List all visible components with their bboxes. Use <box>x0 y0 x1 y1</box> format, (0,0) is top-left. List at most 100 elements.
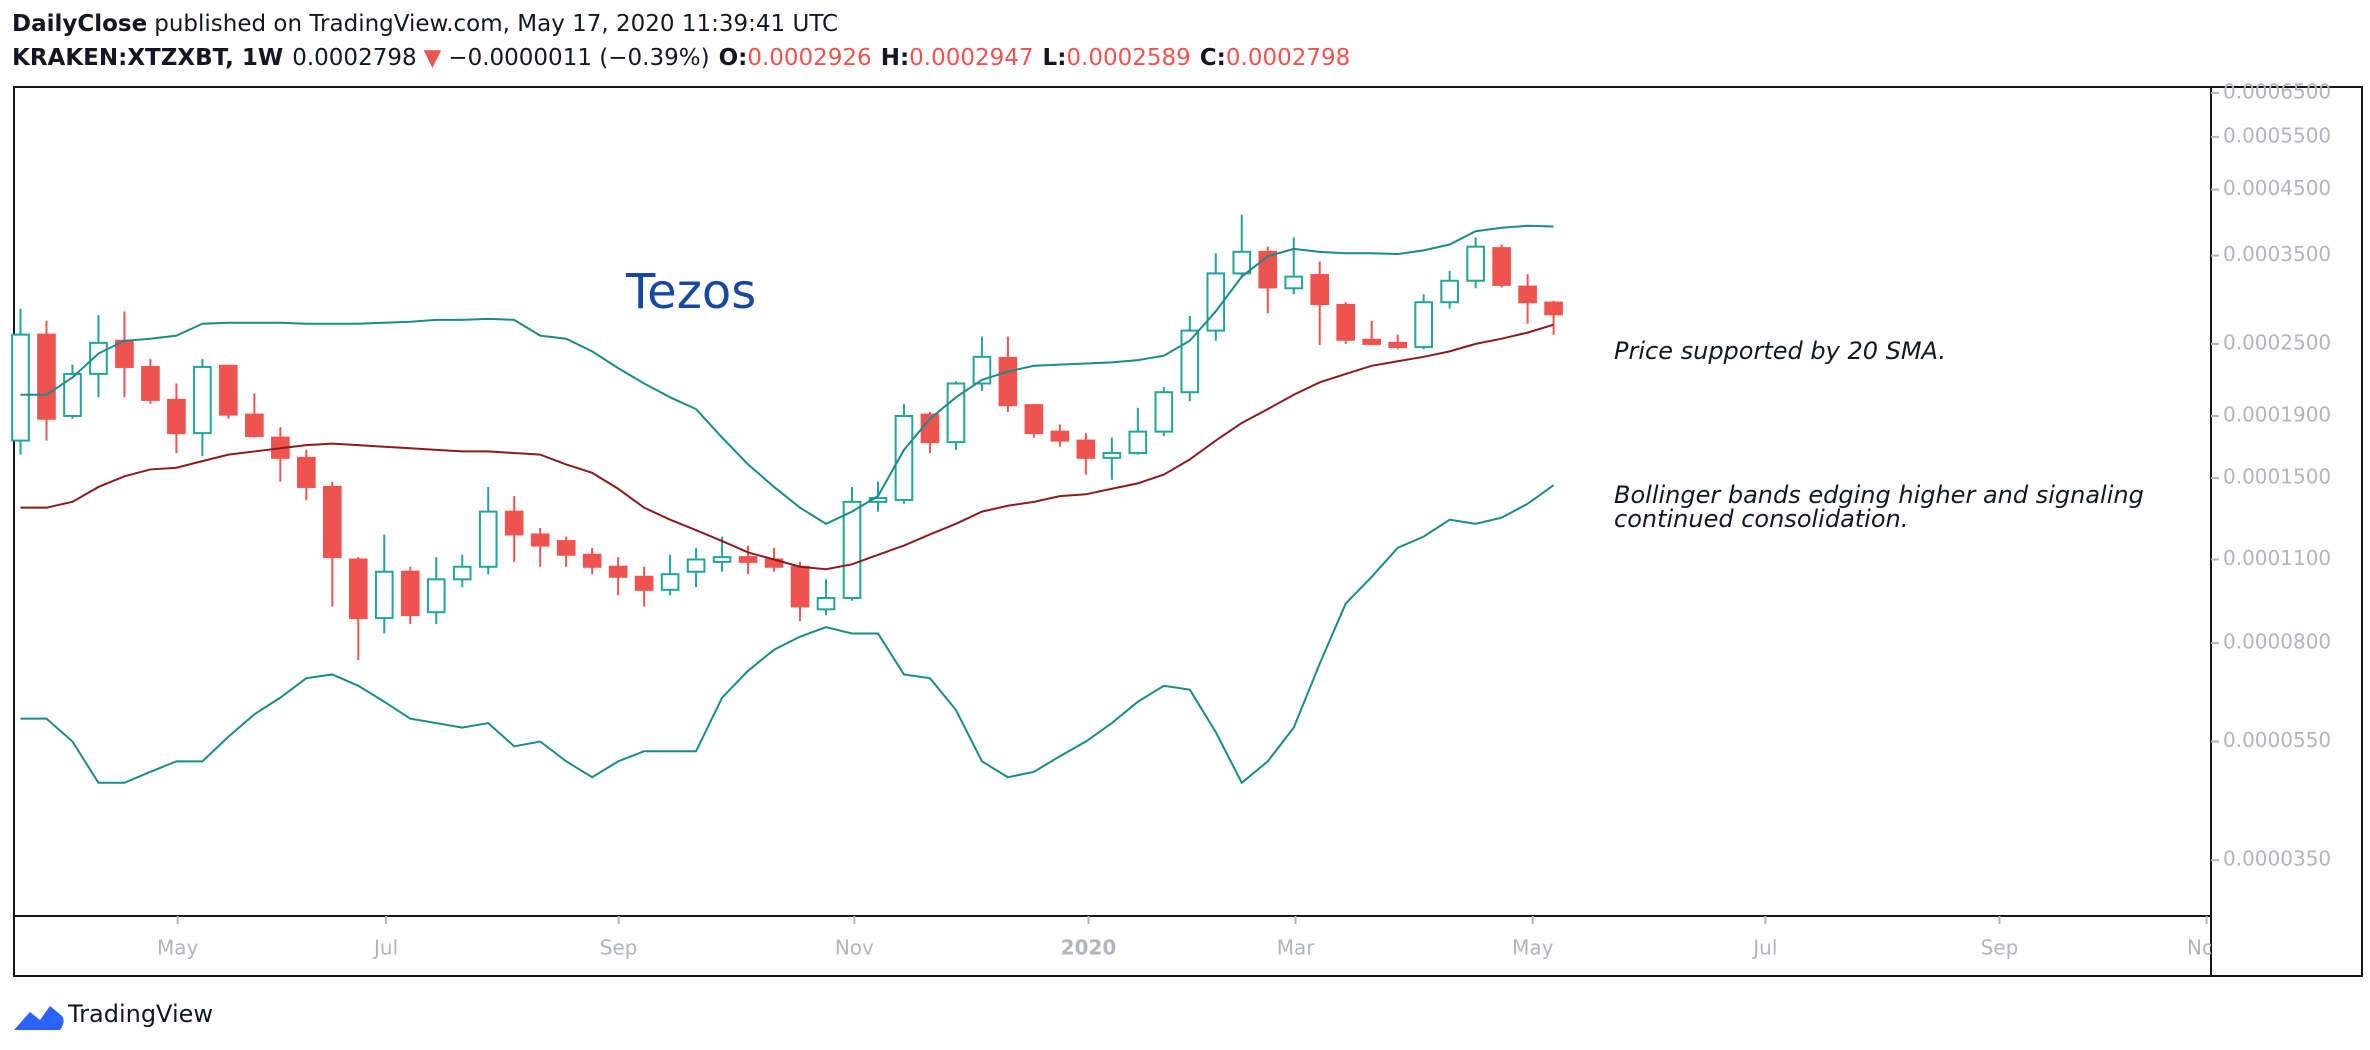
candle-body <box>582 553 602 568</box>
candle-body <box>972 355 992 385</box>
candle-body <box>686 558 706 573</box>
x-tick-label: Nov <box>835 936 874 960</box>
candle-body <box>998 356 1018 407</box>
symbol: KRAKEN:XTZXBT, 1W <box>12 45 283 71</box>
x-tick-label: May <box>157 936 199 960</box>
candle-body <box>1284 275 1304 290</box>
logo-mark <box>14 1006 64 1030</box>
y-tick-label: 0.0000550 <box>2223 728 2331 752</box>
y-tick-label: 0.0001900 <box>2223 402 2331 426</box>
candle-body <box>1518 285 1537 304</box>
candle-body <box>504 510 524 536</box>
candle-body <box>297 456 316 488</box>
candle-body <box>1310 274 1330 306</box>
x-tick-label: May <box>1512 936 1554 960</box>
ohlc-value: 0.0002926 <box>747 45 871 71</box>
candle-body <box>1466 245 1485 282</box>
candle-body <box>11 333 30 442</box>
x-axis: May Jul Sep Nov 2020 Mar May Jul Sep Nov <box>157 916 2226 960</box>
candle-body <box>1336 303 1356 341</box>
chart-title: Tezos <box>625 264 756 320</box>
candle-body <box>1414 301 1433 349</box>
footer-brand: TradingView <box>67 1000 213 1028</box>
candle-body <box>245 413 264 438</box>
candle-body <box>63 372 82 417</box>
candle-body <box>452 565 472 581</box>
candle-body <box>530 533 550 547</box>
candle-body <box>608 565 628 578</box>
band-line <box>20 224 1554 525</box>
y-tick-label: 0.0002500 <box>2223 330 2331 354</box>
x-tick-label: Sep <box>1981 936 2019 960</box>
candle-body <box>426 578 446 614</box>
candle-body <box>1128 430 1148 455</box>
x-tick-label: 2020 <box>1061 936 1117 960</box>
symbol-line: KRAKEN:XTZXBT, 1W 0.0002798 ▼ −0.0000011 (−… <box>12 45 1350 71</box>
candle-body <box>1362 338 1382 345</box>
x-tick-label: Sep <box>600 936 638 960</box>
candle-body <box>1492 247 1511 286</box>
candle-body <box>1102 452 1122 459</box>
candle-body <box>790 565 810 608</box>
annotation: continued consolidation. <box>1614 505 1908 533</box>
annotation: Bollinger bands edging higher and signal… <box>1614 481 2144 509</box>
band-line <box>20 323 1554 571</box>
candle-body <box>193 365 212 435</box>
candle-body <box>738 556 758 563</box>
candle-body <box>946 382 966 444</box>
last-price: 0.0002798 <box>292 45 416 71</box>
candle-body <box>842 500 862 599</box>
candle-body <box>219 364 238 416</box>
candle-body <box>478 510 498 568</box>
x-tick-label: Nov <box>2187 936 2226 960</box>
ohlc-value: 0.0002589 <box>1066 45 1190 71</box>
candle-body <box>816 596 836 611</box>
y-tick-label: 0.0000350 <box>2223 847 2331 871</box>
chart-frame <box>13 86 2363 977</box>
candle-body <box>660 573 680 591</box>
ohlc-value: 0.0002798 <box>1226 45 1350 71</box>
y-tick-label: 0.0004500 <box>2223 176 2331 200</box>
y-tick-label: 0.0006500 <box>2223 79 2331 103</box>
change: −0.0000011 (−0.39%) <box>448 45 709 71</box>
candle-body <box>634 575 654 591</box>
candle-body <box>400 570 420 617</box>
candle-body <box>1076 439 1096 459</box>
candle-body <box>1440 279 1459 304</box>
tradingview-logo <box>14 1006 64 1030</box>
candle-body <box>167 398 186 435</box>
band-line <box>20 484 1555 785</box>
candle-body <box>712 556 732 563</box>
direction: ▼ <box>424 45 442 71</box>
candle-body <box>141 365 160 401</box>
x-tick-label: Mar <box>1277 936 1316 960</box>
candle-body <box>1024 404 1044 435</box>
candle-body <box>1232 250 1252 275</box>
candle-body <box>322 485 342 559</box>
candle-body <box>1050 430 1070 442</box>
candle-body <box>1154 391 1174 433</box>
candle-body <box>1180 329 1200 394</box>
ohlc-label: H: <box>881 45 909 71</box>
x-tick-label: Jul <box>1751 936 1777 960</box>
y-tick-label: 0.0001500 <box>2223 465 2331 489</box>
y-tick-label: 0.0001100 <box>2223 546 2331 570</box>
candle-body <box>37 333 56 420</box>
published: published on TradingView.com, May 17, 20… <box>154 11 838 37</box>
header-line: DailyClose published on TradingView.com, … <box>12 11 838 37</box>
ohlc-value: 0.0002947 <box>909 45 1033 71</box>
x-tick-label: Jul <box>372 936 398 960</box>
candle-body <box>894 414 914 501</box>
y-tick-label: 0.0003500 <box>2223 242 2331 266</box>
annotation: Price supported by 20 SMA. <box>1614 337 1946 365</box>
y-tick-label: 0.0005500 <box>2223 123 2331 147</box>
candle-body <box>556 540 576 556</box>
y-tick-label: 0.0000800 <box>2223 630 2331 654</box>
ohlc-label: C: <box>1200 45 1226 71</box>
author: DailyClose <box>12 11 147 37</box>
candle-body <box>1388 341 1407 349</box>
ohlc-label: O: <box>719 45 748 71</box>
candle-body <box>1544 301 1563 316</box>
candle-body <box>348 558 368 620</box>
